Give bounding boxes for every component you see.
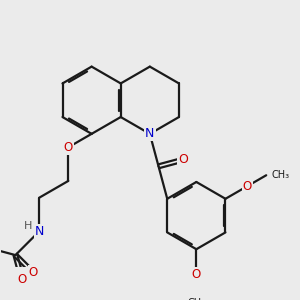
Text: N: N (34, 225, 44, 238)
Text: H: H (24, 221, 32, 231)
Text: O: O (178, 153, 188, 166)
Text: O: O (243, 180, 252, 193)
Text: N: N (145, 127, 154, 140)
Text: CH₃: CH₃ (187, 298, 206, 300)
Text: O: O (64, 141, 73, 154)
Text: O: O (192, 268, 201, 281)
Text: O: O (17, 273, 27, 286)
Text: O: O (29, 266, 38, 279)
Text: CH₃: CH₃ (272, 170, 290, 180)
